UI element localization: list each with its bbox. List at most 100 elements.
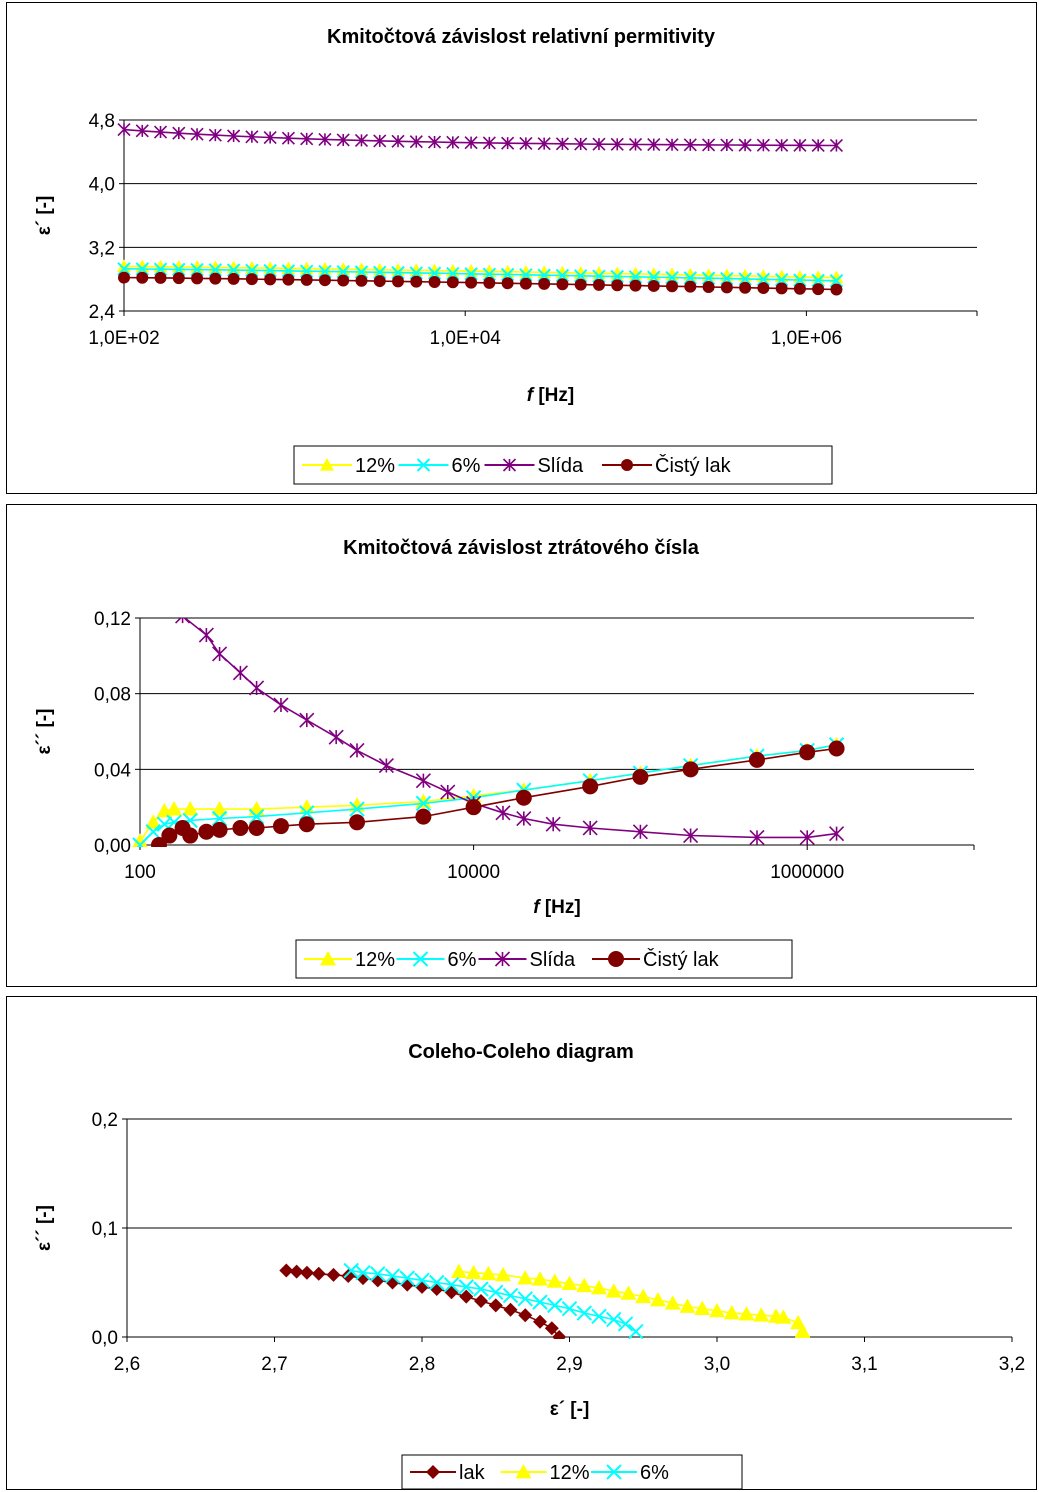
data-point <box>517 1291 533 1307</box>
data-point <box>533 1314 547 1329</box>
data-point <box>592 278 605 291</box>
data-point <box>799 744 816 761</box>
data-point <box>132 833 148 847</box>
data-point <box>414 1272 430 1289</box>
data-point <box>299 1265 314 1280</box>
data-point <box>279 1263 294 1278</box>
data-point <box>232 665 248 681</box>
data-point <box>443 1276 460 1293</box>
data-point <box>208 263 223 277</box>
data-point <box>464 136 478 150</box>
x-tick-label: 3,2 <box>999 1354 1025 1375</box>
legend-label: 6% <box>452 455 481 477</box>
data-point <box>501 136 515 150</box>
data-point <box>409 135 423 149</box>
data-point <box>647 270 661 284</box>
legend-marker <box>320 951 336 966</box>
data-point <box>465 1264 482 1280</box>
data-point <box>410 275 423 288</box>
data-point <box>775 138 789 152</box>
data-point <box>709 1302 725 1318</box>
data-point <box>555 268 570 283</box>
data-point <box>793 282 806 295</box>
series-line <box>123 276 837 291</box>
data-point <box>446 135 460 149</box>
data-point <box>182 827 199 844</box>
legend-label: Slída <box>530 949 576 971</box>
data-point <box>263 263 277 278</box>
data-point <box>145 814 162 829</box>
chart-cole-cole: Coleho-Coleho diagram 0,0 0,1 0,2 2,6 2,7 2,8 2… <box>34 1041 1025 1489</box>
data-point <box>748 751 765 768</box>
data-point <box>628 270 643 284</box>
data-point <box>415 773 431 789</box>
data-point <box>576 1305 592 1321</box>
data-point <box>829 826 845 842</box>
legend-label: 6% <box>640 1462 669 1484</box>
data-point <box>532 1294 548 1310</box>
data-point <box>723 1305 740 1320</box>
data-point <box>720 138 734 152</box>
data-point <box>828 740 845 757</box>
data-point <box>650 1291 666 1307</box>
data-point <box>592 137 606 151</box>
data-point <box>249 680 265 696</box>
y-tick-label: 0,08 <box>94 685 131 706</box>
data-point <box>373 275 386 288</box>
data-point <box>753 1307 770 1322</box>
data-point <box>720 271 734 286</box>
data-point <box>172 262 186 277</box>
data-point <box>392 275 405 288</box>
legend-label: lak <box>459 1462 486 1484</box>
data-point <box>702 280 715 293</box>
data-point <box>136 271 149 284</box>
data-point <box>794 1323 811 1338</box>
data-point <box>546 1273 563 1288</box>
data-point <box>738 1306 755 1321</box>
x-tick-label: 3,0 <box>704 1354 730 1375</box>
chart-permittivity-panel: Kmitočtová závislost relativní permitivi… <box>6 2 1037 494</box>
x-tick-label: 2,6 <box>114 1354 140 1375</box>
data-point <box>263 130 277 145</box>
data-point <box>153 262 168 276</box>
data-point <box>488 1284 504 1301</box>
data-point <box>191 272 204 285</box>
data-point <box>132 837 148 847</box>
data-point <box>145 824 161 840</box>
series-sl-da <box>175 618 845 845</box>
data-point <box>153 125 168 139</box>
chart-title: Kmitočtová závislost relativní permitivi… <box>327 26 716 48</box>
data-point <box>683 138 697 152</box>
data-point <box>349 742 365 758</box>
data-point <box>198 627 214 643</box>
legend: lak 12% 6% <box>401 1454 743 1489</box>
data-point <box>208 128 222 142</box>
data-point <box>245 263 259 278</box>
series-ist-lak <box>118 271 843 296</box>
data-point <box>355 274 368 287</box>
data-point <box>264 273 277 286</box>
legend-marker <box>426 1465 440 1479</box>
data-point <box>415 808 432 825</box>
legend-label: Čistý lak <box>655 454 732 477</box>
data-point <box>605 1283 622 1298</box>
data-point <box>775 1309 792 1324</box>
data-point <box>647 138 661 152</box>
data-point <box>774 272 789 287</box>
x-tick-label: 2,9 <box>556 1354 582 1375</box>
series-sl-da <box>117 122 844 153</box>
data-point <box>336 265 350 279</box>
data-point <box>245 273 258 286</box>
data-point <box>682 761 699 778</box>
data-point <box>799 829 815 845</box>
data-point <box>592 269 606 283</box>
data-point <box>209 272 222 285</box>
data-point <box>620 1285 637 1300</box>
series-6pct <box>117 262 844 288</box>
y-axis-label: ε´´ [-] <box>34 1205 55 1251</box>
data-point <box>738 138 752 152</box>
data-point <box>573 269 588 283</box>
data-point <box>591 1279 607 1295</box>
data-point <box>117 262 131 276</box>
data-point <box>399 1270 415 1286</box>
